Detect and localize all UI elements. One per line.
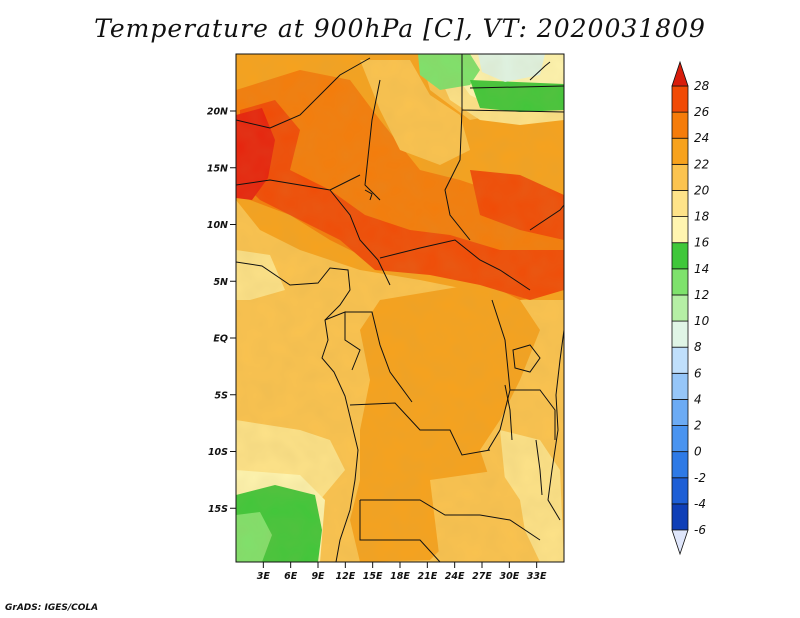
border-tanzania [510, 389, 556, 440]
colorbar-label: 10 [694, 314, 710, 328]
lon-tick-label: 3E [257, 571, 271, 582]
colorbar-swatch [671, 268, 689, 296]
colorbar-swatch [671, 503, 689, 531]
border-mali-niger [236, 57, 371, 129]
colorbar-high-cap [671, 60, 689, 87]
lon-tick-label: 27E [472, 571, 492, 582]
colorbar-swatch [671, 163, 689, 191]
colorbar-low-cap [671, 529, 689, 556]
border-niger-chad [364, 79, 381, 201]
colorbar-label: 20 [694, 183, 710, 197]
border-gabon [324, 311, 361, 371]
colorbar-label: 26 [694, 105, 710, 119]
country-borders [236, 54, 564, 562]
lon-tick-label: 12E [335, 571, 355, 582]
colorbar-swatch [671, 477, 689, 505]
border-namibia-botswana [359, 500, 441, 562]
colorbar-swatch [671, 85, 689, 113]
temperature-field [236, 54, 564, 562]
colorbar-swatch [671, 294, 689, 322]
colorbar-label: 8 [694, 340, 702, 354]
colorbar-label: 24 [694, 131, 709, 145]
colorbar-swatch [671, 216, 689, 244]
chart-title: Temperature at 900hPa [C], VT: 202003180… [94, 14, 706, 43]
colorbar-swatch [671, 320, 689, 348]
border-chad-sudan [444, 109, 471, 241]
lat-tick-label: 20N [207, 107, 228, 118]
lat-tick-label: 15N [207, 163, 228, 174]
colorbar-swatch [671, 190, 689, 217]
field-texture [236, 54, 564, 562]
grads-credit: GrADS: IGES/COLA [5, 603, 99, 613]
border-zambia-south [360, 499, 541, 541]
colorbar-label: 6 [694, 366, 702, 380]
colorbar-label: 14 [694, 262, 709, 276]
colorbar-label: 4 [694, 392, 702, 406]
lake-victoria [512, 344, 541, 373]
lake-tanganyika [504, 384, 513, 441]
colorbar-swatch [671, 111, 689, 139]
border-sahel [236, 174, 361, 191]
border-egypt-sudan [469, 85, 564, 89]
border-drc-angola [349, 402, 491, 456]
colorbar-label: 16 [694, 236, 710, 250]
lat-tick-label: EQ [213, 334, 228, 345]
colorbar-label: 2 [694, 419, 702, 433]
colorbar-label: -4 [694, 497, 706, 511]
coastline-east-africa [547, 329, 564, 521]
lon-tick-label: 18E [390, 571, 410, 582]
colorbar-swatch [671, 451, 689, 479]
lake-chad [364, 189, 373, 201]
nile-coast-northeast [529, 61, 551, 81]
colorbar-label: 12 [694, 288, 709, 302]
lake-malawi [535, 439, 543, 496]
lon-tick-label: 24E [445, 571, 465, 582]
colorbar-label: 28 [694, 79, 710, 93]
colorbar-label: 0 [694, 445, 702, 459]
border-congo-drc [345, 311, 413, 403]
colorbar-swatch [671, 372, 689, 400]
coastline-west-africa [236, 261, 359, 562]
colorbar-swatch [671, 137, 689, 165]
colorbar-label: -6 [694, 523, 706, 537]
colorbar-swatch [671, 242, 689, 270]
colorbar-swatch [671, 346, 689, 374]
colorbar-label: 22 [694, 157, 709, 171]
lon-tick-label: 6E [284, 571, 298, 582]
axis-ticks: 20N 15N 10N 5N EQ 5S 10S 15S 3E 6E 9E 12E 15E 18E 21E 2… [207, 107, 547, 583]
lon-tick-label: 9E [311, 571, 325, 582]
colorbar-swatch [671, 425, 689, 453]
lon-tick-label: 33E [527, 571, 547, 582]
colorbar-label: -2 [694, 471, 706, 485]
border-nigeria-cameroon [329, 189, 391, 286]
colorbar-swatch [671, 399, 689, 426]
colorbar-label: 18 [694, 210, 710, 224]
lat-tick-label: 10N [207, 220, 228, 231]
lat-tick-label: 5N [213, 277, 228, 288]
lon-tick-label: 30E [499, 571, 519, 582]
border-car [379, 239, 531, 291]
lat-tick-label: 5S [215, 390, 229, 401]
lat-tick-label: 10S [208, 447, 228, 458]
border-ethiopia [529, 204, 564, 231]
lon-tick-label: 15E [363, 571, 383, 582]
lon-tick-label: 21E [417, 571, 437, 582]
border-libya-egypt [461, 54, 564, 113]
lat-tick-label: 15S [208, 504, 228, 515]
